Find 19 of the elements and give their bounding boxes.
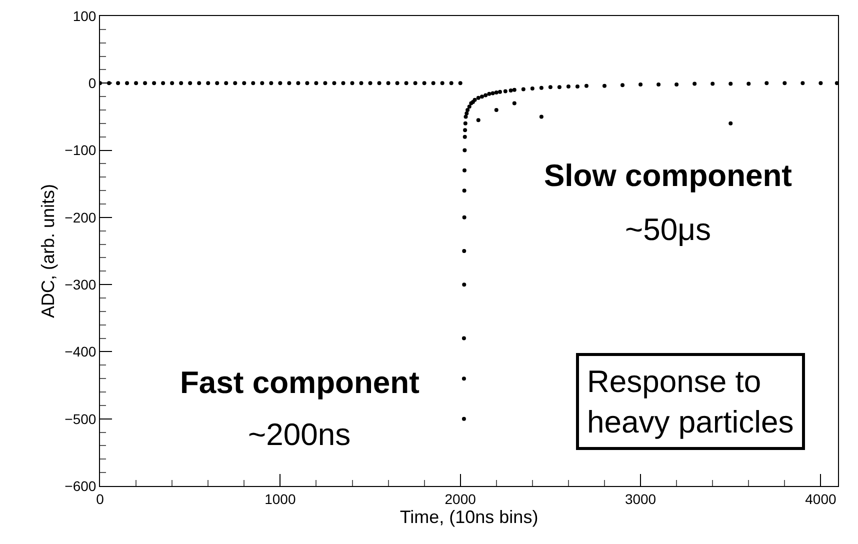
annotation: Slow component xyxy=(544,158,792,193)
y-tick-label: −200 xyxy=(64,209,96,226)
x-tick-label: 2000 xyxy=(444,490,476,507)
x-tick-label: 3000 xyxy=(624,490,656,507)
y-axis-title: ADC, (arb. units) xyxy=(38,184,58,318)
annotation: ~200ns xyxy=(248,417,351,452)
x-tick-label: 1000 xyxy=(264,490,296,507)
y-tick-label: −600 xyxy=(64,478,96,494)
annotation: ~50μs xyxy=(625,212,711,247)
annotation: Fast component xyxy=(180,365,420,400)
y-tick-label: −100 xyxy=(64,142,96,158)
x-axis-title: Time, (10ns bins) xyxy=(400,506,538,527)
y-tick-label: 0 xyxy=(88,75,96,92)
annotation: Response to heavy particles xyxy=(587,364,794,440)
y-tick-label: −400 xyxy=(64,344,96,360)
y-tick-label: −300 xyxy=(64,276,96,292)
y-tick-label: 100 xyxy=(72,8,96,24)
x-tick-label: 4000 xyxy=(805,490,836,507)
y-tick-label: −500 xyxy=(64,410,96,427)
